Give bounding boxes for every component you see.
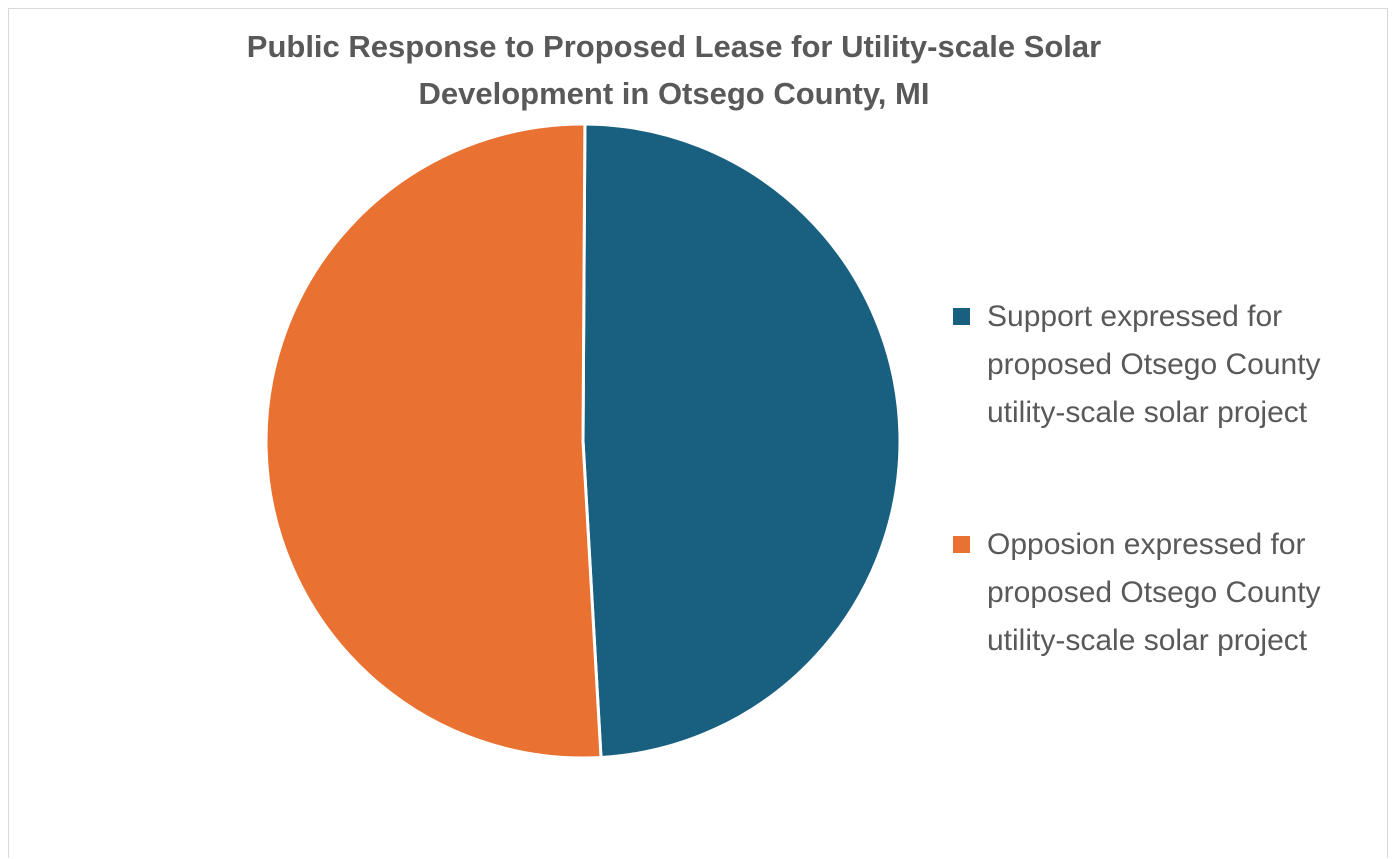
- chart-title-line-2: Development in Otsego County, MI: [418, 76, 930, 111]
- legend-label-opposition-line-1: Opposion expressed for: [987, 528, 1306, 561]
- chart-title-line-1: Public Response to Proposed Lease for Ut…: [246, 29, 1102, 64]
- chart-title: Public Response to Proposed Lease for Ut…: [9, 23, 1339, 117]
- legend-label-support-line-2: proposed Otsego County: [987, 348, 1321, 381]
- legend-entry-opposition: Opposion expressed for proposed Otsego C…: [949, 521, 1389, 665]
- chart-area: Public Response to Proposed Lease for Ut…: [8, 8, 1388, 858]
- legend: Support expressed for proposed Otsego Co…: [949, 293, 1389, 749]
- legend-entry-support: Support expressed for proposed Otsego Co…: [949, 293, 1389, 437]
- legend-swatch-opposition: [953, 536, 970, 553]
- legend-label-opposition-line-2: proposed Otsego County: [987, 576, 1321, 609]
- legend-swatch-support: [953, 308, 970, 325]
- legend-label-opposition-line-3: utility-scale solar project: [987, 624, 1308, 657]
- pie-chart: [264, 122, 902, 760]
- legend-label-support-line-1: Support expressed for: [987, 300, 1283, 333]
- pie-slice-support: [581, 122, 902, 759]
- legend-label-support-line-3: utility-scale solar project: [987, 396, 1308, 429]
- pie-slice-opposition: [264, 122, 603, 760]
